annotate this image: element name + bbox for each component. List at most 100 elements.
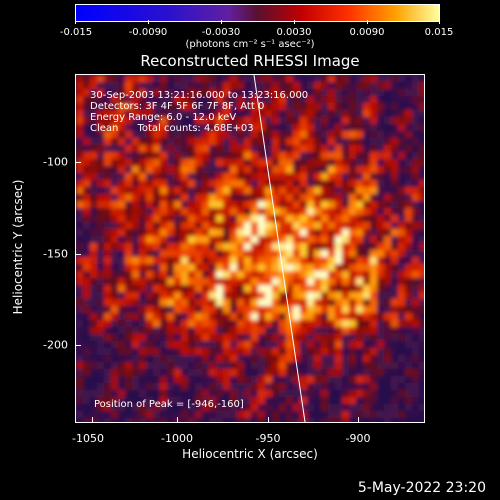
heatmap-cell [356, 306, 364, 314]
heatmap-cell [391, 236, 399, 244]
heatmap-cell [139, 82, 147, 90]
heatmap-cell [412, 110, 420, 118]
heatmap-cell [230, 418, 238, 422]
heatmap-cell [370, 264, 378, 272]
heatmap-cell [293, 320, 301, 328]
heatmap-cell [118, 159, 126, 167]
heatmap-cell [146, 138, 154, 146]
heatmap-cell [146, 404, 154, 412]
heatmap-cell [419, 124, 424, 132]
heatmap-cell [363, 222, 371, 230]
heatmap-cell [321, 292, 329, 300]
heatmap-cell [272, 159, 280, 167]
heatmap-cell [293, 383, 301, 391]
heatmap-cell [125, 292, 133, 300]
heatmap-cell [377, 201, 385, 209]
heatmap-cell [272, 117, 280, 125]
heatmap-cell [83, 299, 91, 307]
heatmap-cell [349, 138, 357, 146]
heatmap-cell [83, 285, 91, 293]
heatmap-cell [265, 243, 273, 251]
heatmap-cell [76, 355, 84, 363]
heatmap-cell [132, 348, 140, 356]
heatmap-cell [412, 250, 420, 258]
heatmap-cell [76, 299, 84, 307]
heatmap-cell [405, 173, 413, 181]
heatmap-cell [272, 376, 280, 384]
heatmap-cell [370, 159, 378, 167]
heatmap-cell [181, 383, 189, 391]
heatmap-cell [202, 117, 210, 125]
heatmap-cell [132, 145, 140, 153]
heatmap-cell [125, 383, 133, 391]
heatmap-cell [377, 166, 385, 174]
heatmap-cell [258, 278, 266, 286]
heatmap-cell [293, 201, 301, 209]
heatmap-cell [139, 222, 147, 230]
heatmap-cell [230, 152, 238, 160]
heatmap-cell [118, 236, 126, 244]
heatmap-cell [153, 341, 161, 349]
heatmap-cell [391, 320, 399, 328]
heatmap-cell [111, 89, 119, 97]
heatmap-cell [293, 327, 301, 335]
heatmap-cell [251, 194, 259, 202]
heatmap-cell [363, 355, 371, 363]
heatmap-cell [209, 236, 217, 244]
x-tick-label: -1050 [72, 432, 104, 445]
heatmap-cell [188, 250, 196, 258]
heatmap-cell [90, 208, 98, 216]
heatmap-cell [111, 166, 119, 174]
heatmap-cell [223, 257, 231, 265]
heatmap-cell [195, 341, 203, 349]
heatmap-cell [125, 131, 133, 139]
heatmap-cell [370, 187, 378, 195]
heatmap-cell [104, 180, 112, 188]
heatmap-cell [174, 222, 182, 230]
heatmap-cell [272, 89, 280, 97]
heatmap-cell [111, 397, 119, 405]
heatmap-cell [167, 124, 175, 132]
heatmap-cell [356, 201, 364, 209]
heatmap-cell [125, 229, 133, 237]
heatmap-cell [174, 180, 182, 188]
heatmap-cell [76, 110, 84, 118]
heatmap-cell [419, 110, 424, 118]
heatmap-cell [90, 257, 98, 265]
heatmap-cell [237, 138, 245, 146]
heatmap-cell [370, 124, 378, 132]
heatmap-cell [83, 222, 91, 230]
heatmap-cell [125, 404, 133, 412]
heatmap-cell [384, 327, 392, 335]
heatmap-cell [265, 201, 273, 209]
heatmap-cell [160, 355, 168, 363]
heatmap-cell [153, 166, 161, 174]
heatmap-cell [181, 103, 189, 111]
heatmap-cell [188, 75, 196, 83]
heatmap-cell [328, 124, 336, 132]
heatmap-cell [237, 250, 245, 258]
heatmap-cell [202, 152, 210, 160]
heatmap-cell [132, 89, 140, 97]
heatmap-cell [251, 418, 259, 422]
heatmap-cell [90, 299, 98, 307]
heatmap-cell [160, 278, 168, 286]
heatmap-cell [237, 180, 245, 188]
heatmap-cell [230, 138, 238, 146]
x-tick-mark [268, 417, 269, 423]
heatmap-cell [97, 306, 105, 314]
heatmap-cell [405, 411, 413, 419]
heatmap-cell [174, 215, 182, 223]
heatmap-cell [244, 131, 252, 139]
heatmap-cell [230, 159, 238, 167]
heatmap-cell [83, 418, 91, 422]
heatmap-cell [167, 96, 175, 104]
heatmap-cell [188, 173, 196, 181]
heatmap-image [76, 75, 424, 422]
chart-title: Reconstructed RHESSI Image [140, 52, 360, 70]
heatmap-cell [118, 404, 126, 412]
heatmap-cell [419, 418, 424, 422]
heatmap-cell [237, 110, 245, 118]
heatmap-cell [104, 131, 112, 139]
heatmap-cell [223, 404, 231, 412]
